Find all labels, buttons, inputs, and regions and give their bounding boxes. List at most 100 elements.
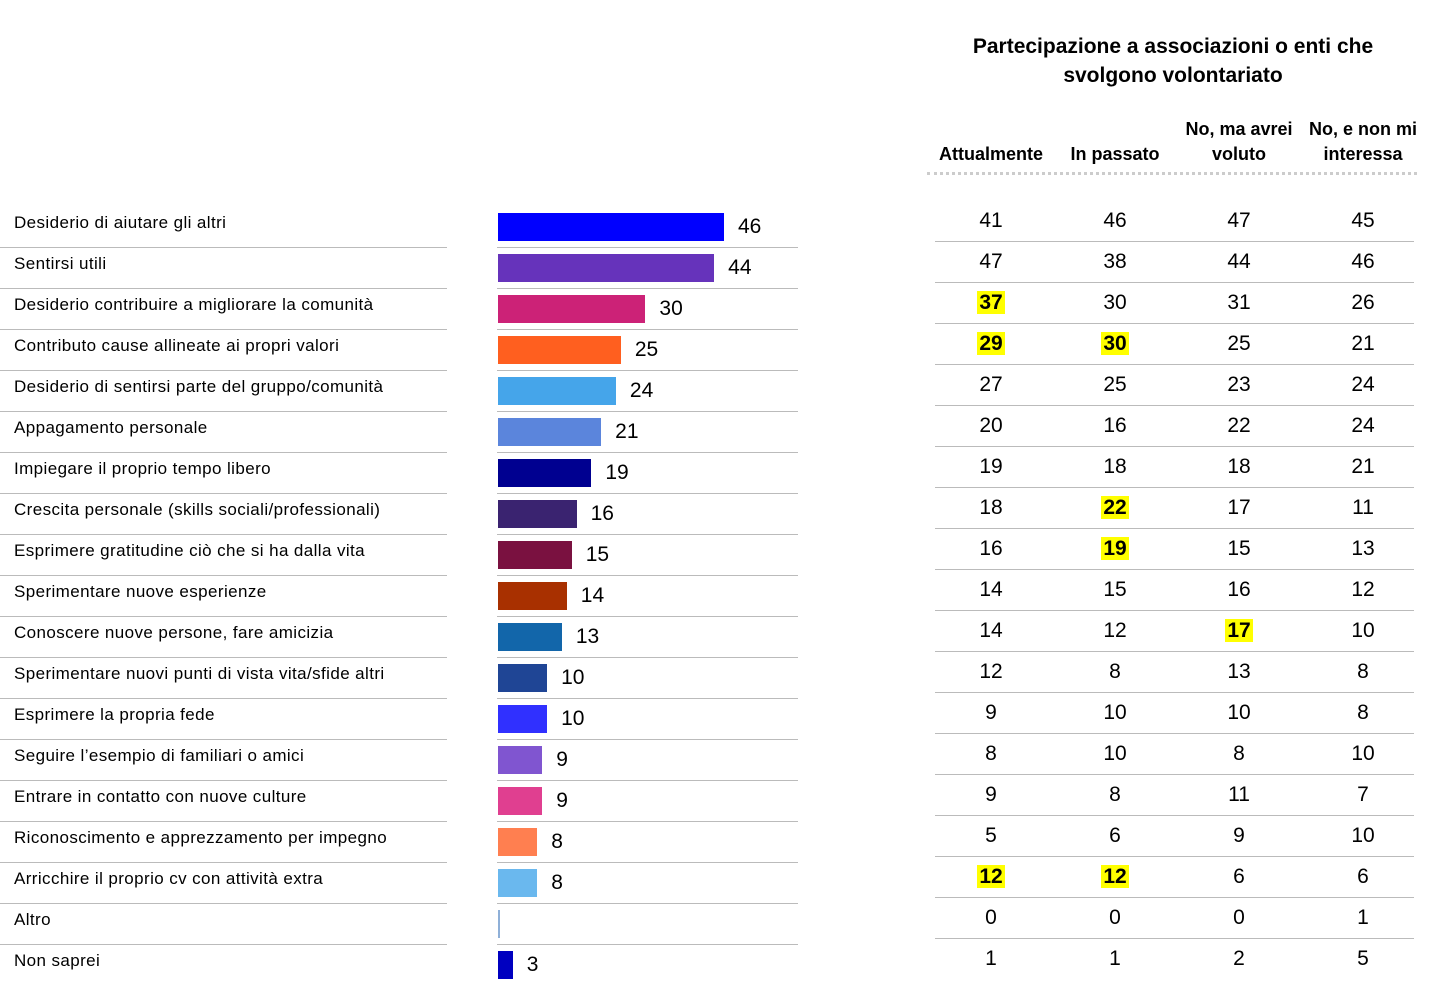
table-cell: 10 [1053,701,1177,725]
table-cell: 9 [929,783,1053,807]
bar-value-label: 44 [728,256,752,279]
column-header: In passato [1053,142,1177,167]
row-divider [0,247,447,248]
row-divider [497,944,798,945]
table-cell: 13 [1177,660,1301,684]
bar [498,746,543,774]
row-divider [497,247,798,248]
row-divider [0,288,447,289]
table-cell: 17 [1177,496,1301,520]
bar [498,828,538,856]
row-divider [497,821,798,822]
table-cell: 7 [1301,783,1425,807]
table-cell: 41 [929,209,1053,233]
row-divider [0,411,447,412]
bar-value-label: 14 [580,584,605,607]
table-cell: 21 [1301,455,1425,479]
table-cell: 47 [929,250,1053,274]
highlighted-value: 22 [1101,496,1129,519]
table-cell: 46 [1301,250,1425,274]
row-divider [497,329,798,330]
table-cell: 45 [1301,209,1425,233]
table-cell: 8 [929,742,1053,766]
cell-value: 24 [1351,414,1375,437]
highlighted-value: 17 [1225,619,1253,642]
bar [498,582,567,610]
cell-value: 16 [1103,414,1127,437]
column-header: No, ma avrei voluto [1177,117,1301,167]
category-label: Altro [14,910,51,929]
category-label: Non saprei [14,951,101,970]
bar [498,459,592,487]
chart-row: Entrare in contatto con nuove culture 9 9 8… [0,781,1431,822]
category-label: Riconoscimento e apprezzamento per impeg… [14,828,388,847]
table-title-line-2: svolgono volontariato [1063,64,1283,87]
chart-row: Impiegare il proprio tempo libero 19 19 18 1… [0,453,1431,494]
category-label: Desiderio contribuire a migliorare la co… [14,295,374,314]
bar-value-label: 9 [556,748,568,771]
row-divider [0,575,447,576]
table-cell: 15 [1177,537,1301,561]
cell-value: 10 [1103,701,1127,724]
category-label: Sperimentare nuovi punti di vista vita/s… [14,664,385,683]
table-cell: 6 [1301,865,1425,889]
row-divider [935,241,1414,242]
cell-value: 6 [1109,824,1121,847]
chart-row: Altro 0 0 0 1 [0,904,1431,945]
cell-value: 8 [1109,660,1121,683]
table-cell: 0 [929,906,1053,930]
cell-value: 5 [1357,947,1369,970]
cell-value: 45 [1351,209,1375,232]
row-divider [0,739,447,740]
chart-row: Appagamento personale 21 20 16 22 24 [0,412,1431,453]
row-divider [497,452,798,453]
cell-value: 1 [1357,906,1369,929]
cell-value: 12 [979,660,1003,683]
column-header-line: No, ma avrei [1185,119,1293,139]
cell-value: 18 [1103,455,1127,478]
cell-value: 14 [979,578,1003,601]
cell-value: 16 [1227,578,1251,601]
cell-value: 0 [1233,906,1245,929]
chart-row: Desiderio di sentirsi parte del gruppo/c… [0,371,1431,412]
table-cell: 8 [1053,783,1177,807]
highlighted-value: 37 [977,291,1005,314]
table-cell: 8 [1177,742,1301,766]
row-divider [497,903,798,904]
row-divider [935,364,1414,365]
table-cell: 30 [1053,291,1177,315]
bar-value-label: 30 [659,297,683,320]
cell-value: 24 [1351,373,1375,396]
chart-row: Sentirsi utili 44 47 38 44 46 [0,248,1431,289]
row-divider [935,856,1414,857]
table-cell: 25 [1053,373,1177,397]
row-divider [0,698,447,699]
table-cell: 1 [1053,947,1177,971]
bar-value-label: 21 [615,420,639,443]
category-label: Conoscere nuove persone, fare amicizia [14,623,334,642]
chart-row: Esprimere gratitudine ciò che si ha dall… [0,535,1431,576]
table-cell: 12 [929,865,1053,889]
category-label: Desiderio di sentirsi parte del gruppo/c… [14,377,384,396]
row-divider [935,815,1414,816]
table-cell: 24 [1301,373,1425,397]
table-cell: 18 [1177,455,1301,479]
category-label: Esprimere gratitudine ciò che si ha dall… [14,541,366,560]
bar [498,336,621,364]
row-divider [0,862,447,863]
cell-value: 19 [979,455,1003,478]
row-divider [497,739,798,740]
cell-value: 14 [979,619,1003,642]
cell-value: 25 [1227,332,1251,355]
cell-value: 18 [979,496,1003,519]
row-divider [935,774,1414,775]
bar [498,541,572,569]
cell-value: 10 [1351,619,1375,642]
category-label: Desiderio di aiutare gli altri [14,213,227,232]
table-cell: 8 [1053,660,1177,684]
table-cell: 12 [929,660,1053,684]
table-cell: 10 [1301,619,1425,643]
bar-value-label: 10 [561,707,585,730]
cell-value: 8 [1357,660,1369,683]
row-divider [935,610,1414,611]
